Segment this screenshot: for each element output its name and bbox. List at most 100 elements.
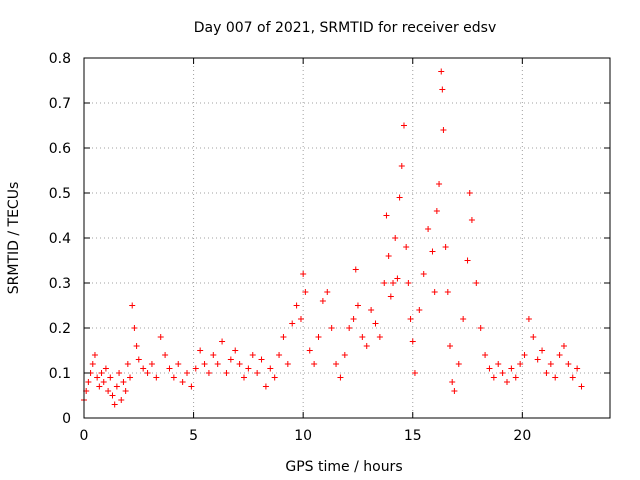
data-point <box>363 343 370 349</box>
data-point <box>324 289 331 295</box>
data-point <box>352 266 359 273</box>
data-point <box>440 127 447 133</box>
data-point <box>451 388 458 394</box>
data-point <box>508 365 515 372</box>
plot-frame <box>83 57 611 419</box>
x-tick-label: 5 <box>189 428 198 444</box>
data-point <box>223 370 230 376</box>
data-point <box>254 370 261 376</box>
data-point <box>354 302 361 309</box>
data-point <box>394 275 401 282</box>
data-point <box>302 289 309 295</box>
data-point <box>111 401 118 408</box>
data-point <box>387 293 394 300</box>
data-point <box>127 374 134 381</box>
data-point <box>517 361 524 367</box>
data-point <box>400 122 407 129</box>
data-point <box>214 361 221 367</box>
data-point <box>420 271 427 277</box>
data-point <box>396 194 403 201</box>
data-point <box>94 374 101 381</box>
data-point <box>403 244 410 250</box>
y-tick-label: 0.6 <box>49 141 71 157</box>
data-point <box>116 370 123 376</box>
data-point <box>109 392 116 399</box>
data-point <box>477 325 484 331</box>
data-point <box>148 361 155 367</box>
y-tick-label: 0.2 <box>49 321 71 337</box>
data-point <box>392 235 399 241</box>
data-point <box>319 298 326 304</box>
data-point <box>315 334 322 340</box>
data-point <box>543 370 550 376</box>
data-point <box>490 374 497 381</box>
data-point <box>473 280 480 286</box>
data-point <box>359 334 366 340</box>
data-point <box>337 374 344 381</box>
data-point <box>262 383 269 390</box>
data-point <box>144 370 151 376</box>
data-point <box>284 361 291 367</box>
data-point <box>135 356 142 363</box>
data-points <box>81 68 585 408</box>
data-point <box>425 226 432 232</box>
data-point <box>311 361 318 367</box>
data-point <box>240 374 247 381</box>
data-point <box>411 370 418 376</box>
data-point <box>120 379 127 385</box>
data-point <box>219 338 226 345</box>
data-point <box>306 347 313 354</box>
data-point <box>439 86 446 93</box>
data-point <box>574 365 581 372</box>
data-point <box>96 383 103 390</box>
data-point <box>107 374 114 381</box>
data-point <box>372 320 379 327</box>
data-point <box>328 325 335 331</box>
data-point <box>405 280 412 286</box>
data-point <box>525 316 532 322</box>
data-point <box>346 325 353 331</box>
data-point <box>512 374 519 381</box>
data-point <box>192 365 199 372</box>
data-point <box>271 374 278 381</box>
data-point <box>105 388 112 394</box>
data-point <box>390 280 397 286</box>
data-point <box>113 383 120 390</box>
data-point <box>289 320 296 327</box>
data-point <box>444 289 451 295</box>
data-point <box>460 316 467 322</box>
data-point <box>578 383 585 390</box>
chart-title: Day 007 of 2021, SRMTID for receiver eds… <box>194 20 497 36</box>
data-point <box>466 190 473 196</box>
data-point <box>140 365 147 372</box>
data-point <box>293 302 300 309</box>
data-point <box>89 361 96 367</box>
data-point <box>280 334 287 340</box>
data-point <box>188 383 195 390</box>
data-point <box>569 374 576 381</box>
data-point <box>276 352 283 358</box>
grid <box>84 58 610 418</box>
data-point <box>383 212 390 219</box>
data-point <box>258 356 265 363</box>
data-point <box>431 289 438 295</box>
data-point <box>300 271 307 277</box>
data-point <box>447 343 454 349</box>
y-tick-label: 0.1 <box>49 366 71 382</box>
axis-ticks: 0 5 10 15 20 0 0.1 0.2 0.3 0.4 0.5 0.6 0.7 0.8 <box>49 51 610 444</box>
data-point <box>486 365 493 372</box>
data-point <box>102 365 109 372</box>
data-point <box>464 257 471 264</box>
data-point <box>442 244 449 250</box>
data-point <box>118 397 125 403</box>
data-point <box>547 361 554 367</box>
data-point <box>503 379 510 385</box>
data-point <box>267 365 274 372</box>
data-point <box>170 374 177 381</box>
data-point <box>157 334 164 340</box>
data-point <box>333 361 340 367</box>
data-point <box>416 307 423 313</box>
data-point <box>297 316 304 322</box>
data-point <box>409 338 416 345</box>
data-point <box>436 181 443 187</box>
